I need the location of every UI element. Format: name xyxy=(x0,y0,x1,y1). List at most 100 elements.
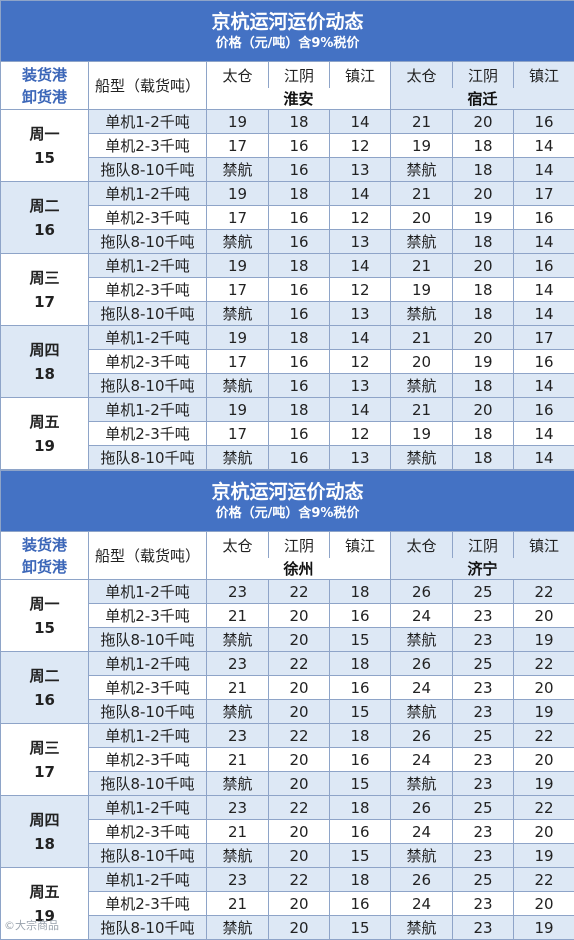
weekday-label: 周二 xyxy=(29,666,60,685)
price-cell: 24 xyxy=(390,891,453,916)
table-row: 拖队8-10千吨 禁航 20 15 禁航 23 19 xyxy=(1,915,574,940)
table-row: 拖队8-10千吨 禁航 20 15 禁航 23 19 xyxy=(1,843,574,868)
price-cell: 18 xyxy=(268,253,330,278)
ship-type-cell: 单机2-3千吨 xyxy=(88,675,207,700)
date-label: 16 xyxy=(34,690,55,709)
date-label: 19 xyxy=(34,906,55,925)
price-cell: 20 xyxy=(268,603,330,628)
price-cell: 21 xyxy=(206,603,269,628)
price-cell: 13 xyxy=(329,229,391,254)
table-row: 周四 18 单机1-2千吨 23 22 18 26 25 22 xyxy=(0,795,574,868)
price-cell: 15 xyxy=(329,771,391,796)
ship-type-cell: 单机1-2千吨 xyxy=(88,795,207,820)
ship-type-cell: 拖队8-10千吨 xyxy=(88,445,207,470)
title-banner: 京杭运河运价动态 价格（元/吨）含9%税价 xyxy=(0,0,574,62)
destination-port-header: 宿迁 xyxy=(389,88,574,110)
ship-type-cell: 拖队8-10千吨 xyxy=(88,627,207,652)
weekday-label: 周一 xyxy=(29,124,60,143)
price-cell: 16 xyxy=(512,253,574,278)
price-cell: 14 xyxy=(329,397,391,422)
table-row: 单机2-3千吨 21 20 16 24 23 20 xyxy=(1,891,574,916)
price-cell: 19 xyxy=(206,397,269,422)
ship-type-cell: 单机2-3千吨 xyxy=(88,205,207,230)
date-label: 18 xyxy=(34,834,55,853)
price-cell: 禁航 xyxy=(206,229,269,254)
price-cell: 20 xyxy=(512,603,574,628)
price-cell: 21 xyxy=(206,891,269,916)
table-row: 拖队8-10千吨 禁航 20 15 禁航 23 19 xyxy=(1,699,574,724)
price-cell: 15 xyxy=(329,843,391,868)
price-cell: 20 xyxy=(512,891,574,916)
price-cell: 21 xyxy=(390,109,453,134)
table-row: 单机2-3千吨 17 16 12 20 19 16 xyxy=(1,205,574,230)
day-cell: 周一 15 xyxy=(0,109,89,182)
price-cell: 20 xyxy=(268,627,330,652)
price-cell: 19 xyxy=(512,915,574,940)
price-cell: 23 xyxy=(206,867,269,892)
ship-type-cell: 单机1-2千吨 xyxy=(88,325,207,350)
price-cell: 21 xyxy=(390,253,453,278)
ship-type-cell: 单机2-3千吨 xyxy=(88,747,207,772)
table-row: 周一 15 单机1-2千吨 23 22 18 26 25 22 xyxy=(0,579,574,652)
price-cell: 23 xyxy=(452,771,514,796)
origin-port-header: 江阴 xyxy=(452,61,514,88)
freight-table-upper: 京杭运河运价动态 价格（元/吨）含9%税价 装货港 卸货港 船型（载货吨） 太仓 江阴 镇江太… xyxy=(0,0,574,470)
price-cell: 22 xyxy=(268,579,330,604)
price-cell: 25 xyxy=(452,579,514,604)
price-cell: 18 xyxy=(268,181,330,206)
price-cell: 18 xyxy=(329,795,391,820)
table-subtitle: 价格（元/吨）含9%税价 xyxy=(215,36,360,51)
price-cell: 12 xyxy=(329,133,391,158)
price-cell: 16 xyxy=(268,229,330,254)
price-cell: 14 xyxy=(329,181,391,206)
ship-type-cell: 拖队8-10千吨 xyxy=(88,843,207,868)
price-cell: 禁航 xyxy=(206,843,269,868)
origin-port-header: 江阴 xyxy=(268,531,330,558)
date-label: 17 xyxy=(34,762,55,781)
weekday-label: 周三 xyxy=(29,738,60,757)
price-cell: 16 xyxy=(329,747,391,772)
freight-table-lower: 京杭运河运价动态 价格（元/吨）含9%税价 装货港 卸货港 船型（载货吨） 太仓 江阴 镇江太… xyxy=(0,470,574,940)
date-label: 15 xyxy=(34,148,55,167)
weekday-label: 周五 xyxy=(29,412,60,431)
price-cell: 23 xyxy=(452,699,514,724)
ship-type-cell: 单机1-2千吨 xyxy=(88,253,207,278)
price-cell: 20 xyxy=(452,397,514,422)
price-cell: 16 xyxy=(512,349,574,374)
price-cell: 18 xyxy=(329,723,391,748)
unload-port-label: 卸货港 xyxy=(21,557,67,576)
destination-port-header: 徐州 xyxy=(206,558,391,580)
price-cell: 15 xyxy=(329,915,391,940)
table-row: 单机2-3千吨 17 16 12 19 18 14 xyxy=(1,277,574,302)
ship-type-cell: 单机2-3千吨 xyxy=(88,603,207,628)
price-cell: 19 xyxy=(452,349,514,374)
price-cell: 13 xyxy=(329,445,391,470)
table-row: 拖队8-10千吨 禁航 16 13 禁航 18 14 xyxy=(1,373,574,398)
ship-type-cell: 单机2-3千吨 xyxy=(88,421,207,446)
price-cell: 13 xyxy=(329,301,391,326)
price-cell: 20 xyxy=(512,675,574,700)
price-cell: 19 xyxy=(206,325,269,350)
origin-port-header: 江阴 xyxy=(268,61,330,88)
price-cell: 16 xyxy=(268,301,330,326)
table-row: 拖队8-10千吨 禁航 20 15 禁航 23 19 xyxy=(1,627,574,652)
price-cell: 14 xyxy=(329,253,391,278)
price-cell: 18 xyxy=(452,277,514,302)
price-cell: 21 xyxy=(390,181,453,206)
price-cell: 禁航 xyxy=(206,301,269,326)
price-cell: 14 xyxy=(512,229,574,254)
origin-port-header: 太仓 xyxy=(390,531,453,558)
price-cell: 禁航 xyxy=(206,771,269,796)
price-cell: 24 xyxy=(390,675,453,700)
price-cell: 23 xyxy=(452,747,514,772)
price-cell: 14 xyxy=(329,325,391,350)
ship-type-cell: 单机1-2千吨 xyxy=(88,867,207,892)
table-row: 周三 17 单机1-2千吨 23 22 18 26 25 22 xyxy=(0,723,574,796)
price-cell: 20 xyxy=(268,915,330,940)
price-cell: 14 xyxy=(512,421,574,446)
destination-port-header: 淮安 xyxy=(206,88,391,110)
price-cell: 16 xyxy=(268,277,330,302)
price-cell: 16 xyxy=(512,109,574,134)
price-cell: 禁航 xyxy=(390,843,453,868)
price-cell: 20 xyxy=(512,747,574,772)
